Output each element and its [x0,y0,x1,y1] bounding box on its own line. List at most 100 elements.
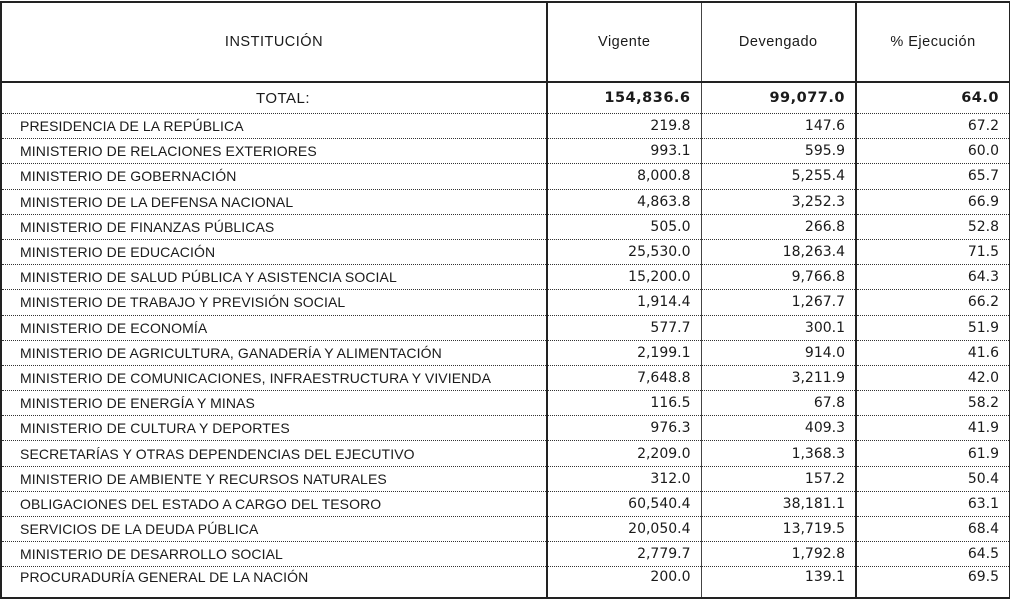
devengado-cell: 409.3 [700,415,856,442]
table-row: MINISTERIO DE AMBIENTE Y RECURSOS NATURA… [1,466,1010,492]
ejecucion-cell: 63.1 [855,491,1010,518]
institution-cell: MINISTERIO DE EDUCACIÓN [1,239,547,266]
ejecucion-cell: 69.5 [855,566,1010,599]
institution-cell: PROCURADURÍA GENERAL DE LA NACIÓN [20,569,309,586]
ejecucion-cell: 61.9 [855,440,1010,467]
vigente-cell: 505.0 [546,214,701,240]
institution-cell: MINISTERIO DE DESARROLLO SOCIAL [1,541,547,568]
devengado-cell: 266.8 [700,214,856,240]
ejecucion-cell: 68.4 [855,516,1010,543]
devengado-cell: 914.0 [700,340,856,366]
institution-cell: MINISTERIO DE AGRICULTURA, GANADERÍA Y A… [1,340,547,366]
vigente-cell: 8,000.8 [546,163,701,190]
devengado-cell: 595.9 [700,138,856,165]
ejecucion-cell: 42.0 [855,365,1010,392]
devengado-cell: 1,792.8 [700,541,856,568]
vigente-cell: 7,648.8 [546,365,701,392]
institution-cell: MINISTERIO DE CULTURA Y DEPORTES [1,415,547,442]
table-row: MINISTERIO DE RELACIONES EXTERIORES 993.1… [1,138,1010,165]
institution-cell: MINISTERIO DE GOBERNACIÓN [1,163,547,190]
vigente-cell: 60,540.4 [546,491,701,518]
table-row: MINISTERIO DE SALUD PÚBLICA Y ASISTENCIA… [1,264,1010,291]
table-row: OBLIGACIONES DEL ESTADO A CARGO DEL TESO… [1,491,1010,518]
total-ejecucion: 64.0 [855,82,1010,114]
vigente-cell: 577.7 [546,315,701,341]
total-row: TOTAL: 154,836.6 99,077.0 64.0 [1,82,1010,114]
ejecucion-cell: 60.0 [855,138,1010,165]
table-row: MINISTERIO DE DESARROLLO SOCIAL 2,779.7 1,… [1,541,1010,568]
devengado-cell: 67.8 [700,390,856,417]
ejecucion-cell: 52.8 [855,214,1010,240]
table-row: MINISTERIO DE CULTURA Y DEPORTES 976.3 409… [1,415,1010,442]
vigente-cell: 219.8 [546,113,701,140]
table-row: MINISTERIO DE LA DEFENSA NACIONAL 4,863.8… [1,189,1010,215]
header-vigente: Vigente [546,2,701,83]
ejecucion-cell: 66.9 [855,189,1010,215]
table-row: MINISTERIO DE ECONOMÍA 577.7 300.1 51.9 [1,315,1010,341]
ejecucion-cell: 64.5 [855,541,1010,568]
devengado-cell: 3,252.3 [700,189,856,215]
vigente-cell: 20,050.4 [546,516,701,543]
table-row: MINISTERIO DE GOBERNACIÓN 8,000.8 5,255.4 6… [1,163,1010,190]
vigente-cell: 15,200.0 [546,264,701,291]
devengado-cell: 1,368.3 [700,440,856,467]
devengado-cell: 9,766.8 [700,264,856,291]
table-row: MINISTERIO DE TRABAJO Y PREVISIÓN SOCIAL… [1,289,1010,316]
devengado-cell: 38,181.1 [700,491,856,518]
institution-cell: MINISTERIO DE FINANZAS PÚBLICAS [1,214,547,240]
header-institucion: INSTITUCIÓN [1,2,547,83]
table-row: MINISTERIO DE EDUCACIÓN 25,530.0 18,263.4 7… [1,239,1010,266]
ejecucion-cell: 50.4 [855,466,1010,492]
devengado-cell: 13,719.5 [700,516,856,543]
header-ejecucion: % Ejecución [855,2,1010,83]
vigente-cell: 976.3 [546,415,701,442]
vigente-cell: 4,863.8 [546,189,701,215]
institution-cell: MINISTERIO DE TRABAJO Y PREVISIÓN SOCIAL [1,289,547,316]
header-devengado: Devengado [700,2,856,83]
vigente-cell: 1,914.4 [546,289,701,316]
vigente-cell: 993.1 [546,138,701,165]
institution-cell: SERVICIOS DE LA DEUDA PÚBLICA [1,516,547,543]
institution-cell: MINISTERIO DE COMUNICACIONES, INFRAESTRU… [1,365,547,392]
ejecucion-cell: 65.7 [855,163,1010,190]
institution-cell: PRESIDENCIA DE LA REPÚBLICA [1,113,547,140]
devengado-cell: 18,263.4 [700,239,856,266]
table-row: MINISTERIO DE FINANZAS PÚBLICAS 505.0 266.… [1,214,1010,240]
ejecucion-cell: 41.9 [855,415,1010,442]
ejecucion-cell: 67.2 [855,113,1010,140]
institution-cell: MINISTERIO DE SALUD PÚBLICA Y ASISTENCIA… [1,264,547,291]
vigente-cell: 2,199.1 [546,340,701,366]
total-devengado: 99,077.0 [700,82,856,114]
vigente-cell: 25,530.0 [546,239,701,266]
table-row: MINISTERIO DE ENERGÍA Y MINAS 116.5 67.8 58… [1,390,1010,417]
institution-cell: SECRETARÍAS Y OTRAS DEPENDENCIAS DEL EJE… [1,440,547,467]
table-row: PROCURADURÍA GENERAL DE LA NACIÓN 200.0 13… [1,566,1010,599]
institution-cell: MINISTERIO DE AMBIENTE Y RECURSOS NATURA… [1,466,547,492]
devengado-cell: 300.1 [700,315,856,341]
table-row: MINISTERIO DE COMUNICACIONES, INFRAESTRU… [1,365,1010,392]
institution-cell: MINISTERIO DE ECONOMÍA [1,315,547,341]
ejecucion-cell: 71.5 [855,239,1010,266]
vigente-cell: 312.0 [546,466,701,492]
devengado-cell: 147.6 [700,113,856,140]
ejecucion-cell: 66.2 [855,289,1010,316]
table-row: MINISTERIO DE AGRICULTURA, GANADERÍA Y A… [1,340,1010,366]
institution-cell: MINISTERIO DE RELACIONES EXTERIORES [1,138,547,165]
table-row: SECRETARÍAS Y OTRAS DEPENDENCIAS DEL EJE… [1,440,1010,467]
ejecucion-cell: 64.3 [855,264,1010,291]
ejecucion-cell: 51.9 [855,315,1010,341]
ejecucion-cell: 41.6 [855,340,1010,366]
devengado-cell: 5,255.4 [700,163,856,190]
total-label: TOTAL: [1,82,547,114]
table-row: SERVICIOS DE LA DEUDA PÚBLICA 20,050.4 13,… [1,516,1010,543]
institution-cell: MINISTERIO DE ENERGÍA Y MINAS [1,390,547,417]
ejecucion-cell: 58.2 [855,390,1010,417]
vigente-cell: 2,209.0 [546,440,701,467]
vigente-cell: 200.0 [546,566,701,599]
institution-cell: OBLIGACIONES DEL ESTADO A CARGO DEL TESO… [1,491,547,518]
vigente-cell: 2,779.7 [546,541,701,568]
header-row: INSTITUCIÓN Vigente Devengado % Ejecució… [1,2,1010,83]
devengado-cell: 1,267.7 [700,289,856,316]
total-vigente: 154,836.6 [546,82,701,114]
table-row: PRESIDENCIA DE LA REPÚBLICA 219.8 147.6 67.… [1,113,1010,140]
